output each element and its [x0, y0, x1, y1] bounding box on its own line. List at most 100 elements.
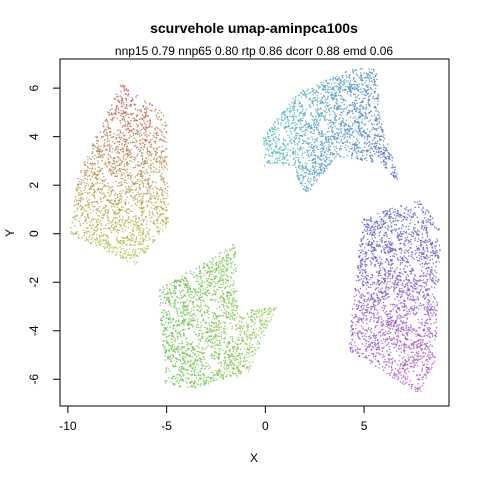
data-point	[202, 356, 205, 358]
data-point	[196, 309, 198, 311]
data-point	[160, 179, 163, 181]
data-point	[236, 343, 239, 346]
data-point	[123, 154, 125, 157]
data-point	[246, 347, 249, 349]
data-point	[185, 279, 188, 282]
data-point	[250, 316, 252, 319]
data-point	[109, 168, 112, 171]
data-point	[103, 213, 105, 216]
data-point	[216, 339, 218, 342]
data-point	[327, 135, 330, 138]
data-point	[98, 152, 101, 154]
data-point	[104, 128, 106, 131]
data-point	[93, 217, 96, 220]
data-point	[120, 194, 122, 196]
data-point	[86, 161, 89, 164]
data-point	[116, 236, 118, 239]
data-point	[358, 134, 360, 136]
data-point	[114, 210, 116, 213]
data-point	[130, 178, 132, 180]
data-point	[368, 79, 371, 81]
data-point	[339, 128, 341, 131]
data-point	[336, 147, 338, 150]
data-point	[117, 182, 120, 184]
data-point	[122, 237, 125, 239]
data-point	[255, 336, 257, 339]
data-point	[170, 304, 172, 307]
data-point	[225, 375, 228, 378]
data-point	[149, 153, 152, 156]
data-point	[86, 165, 89, 168]
data-point	[156, 147, 158, 149]
data-point	[183, 294, 186, 296]
data-point	[293, 141, 296, 144]
data-point	[164, 223, 167, 226]
data-point	[224, 362, 226, 364]
data-point	[195, 376, 198, 379]
data-point	[163, 330, 165, 333]
data-point	[210, 371, 213, 374]
data-point	[251, 309, 253, 312]
data-point	[96, 220, 98, 222]
data-point	[103, 227, 105, 230]
data-point	[117, 106, 119, 109]
data-point	[165, 130, 167, 133]
data-point	[128, 174, 130, 176]
data-point	[231, 248, 233, 251]
data-point	[103, 196, 106, 198]
data-point	[373, 98, 376, 100]
data-point	[87, 175, 89, 177]
data-point	[192, 297, 194, 299]
data-point	[78, 183, 80, 185]
data-point	[223, 306, 225, 309]
data-point	[117, 231, 119, 234]
data-point	[163, 128, 166, 130]
data-point	[307, 180, 310, 183]
data-point	[116, 141, 119, 143]
data-point	[223, 364, 226, 366]
data-point	[225, 270, 227, 273]
data-point	[172, 317, 175, 320]
data-point	[355, 152, 358, 154]
data-point	[343, 108, 346, 110]
data-point	[166, 182, 169, 184]
data-point	[155, 226, 157, 229]
data-point	[193, 276, 196, 279]
data-point	[218, 266, 220, 268]
data-point	[173, 365, 175, 368]
data-point	[125, 256, 127, 259]
data-point	[170, 321, 173, 324]
data-point	[165, 226, 167, 228]
data-point	[83, 210, 86, 212]
data-point	[130, 189, 133, 191]
data-point	[236, 339, 238, 341]
data-point	[227, 263, 229, 265]
data-point	[93, 205, 95, 208]
data-point	[193, 318, 196, 320]
data-point	[169, 291, 172, 293]
data-point	[304, 151, 306, 154]
data-point	[305, 171, 307, 174]
data-point	[138, 180, 140, 183]
data-point	[149, 178, 151, 180]
data-point	[264, 327, 266, 329]
data-point	[255, 312, 258, 315]
data-point	[105, 241, 108, 244]
data-point	[363, 129, 366, 132]
data-point	[363, 93, 366, 96]
data-point	[184, 314, 187, 317]
data-point	[107, 111, 109, 113]
data-point	[267, 135, 270, 138]
data-point	[123, 134, 126, 136]
data-point	[100, 220, 102, 222]
data-point	[256, 340, 259, 343]
data-point	[121, 160, 124, 163]
data-point	[77, 202, 80, 205]
data-point	[134, 133, 137, 135]
data-point	[218, 255, 220, 258]
data-point	[110, 186, 112, 189]
data-point	[94, 146, 97, 148]
data-point	[132, 229, 134, 232]
data-point	[229, 360, 232, 363]
data-point	[172, 336, 175, 339]
